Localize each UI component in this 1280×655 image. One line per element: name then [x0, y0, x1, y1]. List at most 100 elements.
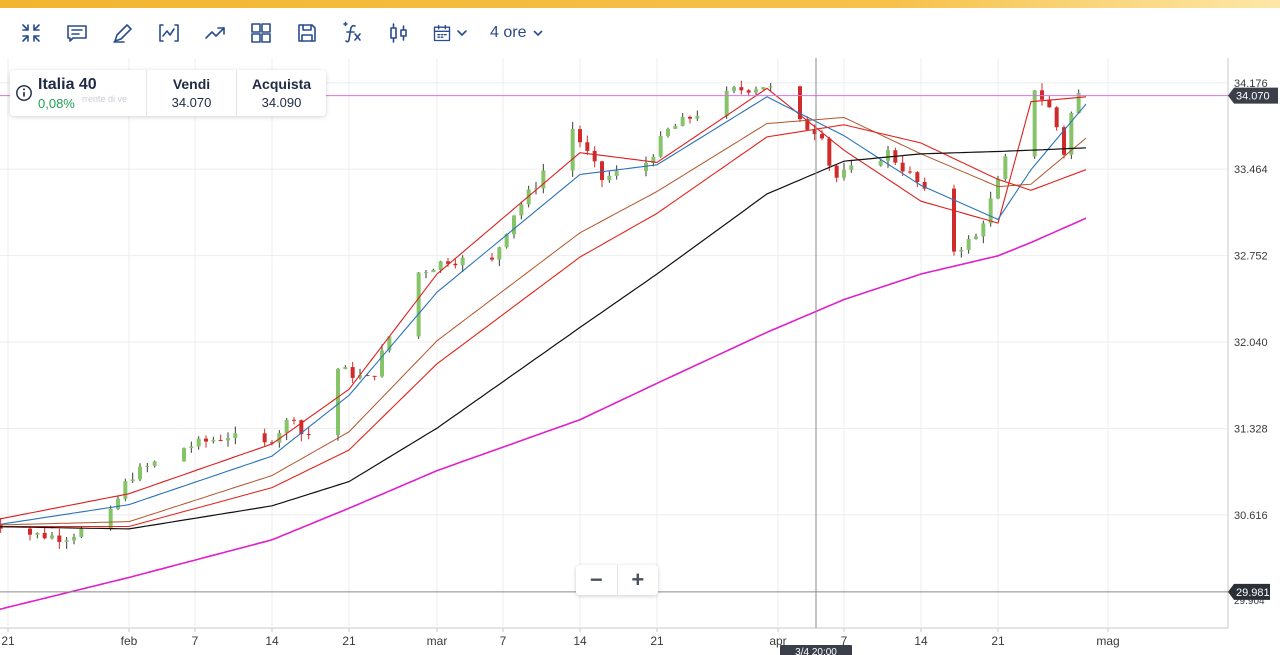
- trend-button[interactable]: [198, 16, 232, 50]
- ma-fast-line: [0, 87, 1087, 520]
- candle-body-up: [64, 540, 69, 542]
- candle-body-up: [842, 169, 846, 178]
- x-tick-label: 7: [500, 634, 507, 648]
- candle-body-up: [512, 215, 516, 235]
- candle-body-up: [182, 448, 186, 462]
- zoom-control: − +: [576, 565, 658, 595]
- candle-body-up: [116, 498, 120, 509]
- draw-button[interactable]: [106, 16, 140, 50]
- candle-body-up: [72, 536, 76, 541]
- buy-button[interactable]: Acquista 34.090: [237, 70, 326, 116]
- candle-body-down: [292, 419, 296, 421]
- candle-body-up: [387, 336, 392, 351]
- candle-body-up: [849, 165, 854, 170]
- function-button[interactable]: [336, 16, 370, 50]
- y-tick-label: 34.176: [1234, 78, 1268, 90]
- instrument-name: Italia 40: [38, 76, 97, 93]
- save-button[interactable]: [290, 16, 324, 50]
- candle-body-up: [886, 150, 890, 161]
- info-icon: [16, 85, 32, 101]
- calendar-button[interactable]: [428, 16, 472, 50]
- candle-body-up: [673, 126, 678, 129]
- indicator-button[interactable]: [152, 16, 186, 50]
- candle-body-up: [974, 236, 978, 240]
- candle-body-down: [1062, 127, 1066, 155]
- x-tick-label: 21: [342, 634, 356, 648]
- candle-body-up: [497, 247, 502, 260]
- candle-body-down: [600, 161, 604, 181]
- candle-body-up: [284, 419, 289, 434]
- price-chart[interactable]: 34.07034.17633.46432.75232.04031.32830.6…: [0, 58, 1280, 655]
- candle-body-up: [966, 239, 971, 250]
- interval-select[interactable]: 4 ore: [490, 24, 544, 42]
- crosshair-time-tag: [780, 645, 852, 655]
- candle-body-up: [695, 115, 700, 119]
- candle-type-icon: [390, 23, 407, 43]
- candle-body-up: [1032, 90, 1037, 157]
- chevron-down-icon: [457, 30, 467, 36]
- ghost-text: rrente di ve: [82, 94, 128, 104]
- x-tick-label: 21: [1, 634, 15, 648]
- function-icon: [343, 21, 361, 43]
- layout-button[interactable]: [244, 16, 278, 50]
- candle-body-up: [761, 87, 766, 90]
- candle-body-up: [644, 162, 648, 171]
- candle-body-up: [380, 350, 384, 377]
- candle-body-down: [1047, 99, 1052, 108]
- candle-body-up: [189, 446, 194, 449]
- candle-body-down: [262, 433, 267, 443]
- zoom-out-button[interactable]: −: [576, 565, 618, 595]
- candle-body-up: [614, 170, 619, 176]
- candle-body-down: [350, 367, 355, 378]
- candle-body-up: [196, 438, 201, 447]
- candle-body-down: [900, 162, 905, 172]
- candle-body-up: [534, 188, 538, 190]
- candle-body-up: [50, 535, 54, 539]
- candle-body-up: [424, 272, 428, 274]
- candle-body-up: [680, 116, 685, 127]
- candle-body-down: [490, 257, 494, 260]
- candle-body-down: [820, 134, 824, 139]
- candle-body-up: [108, 508, 113, 529]
- price-change: 0,08%: [38, 96, 75, 111]
- candle-body-up: [724, 90, 729, 116]
- candle-body-up: [1003, 156, 1008, 180]
- candle-body-up: [431, 269, 436, 273]
- current-price-label: 34.070: [1236, 91, 1270, 103]
- chart-area[interactable]: 34.070 34.176 33.464 32.752 32.040 31.328 30.6…: [0, 58, 1280, 655]
- candle-body-up: [211, 440, 216, 442]
- x-tick-label: 7: [841, 634, 848, 648]
- candle-body-down: [915, 172, 920, 182]
- pencil-draw-icon: [113, 24, 132, 43]
- candle-body-down: [299, 420, 304, 435]
- candle-body-up: [1069, 113, 1074, 155]
- candle-body-down: [1054, 107, 1059, 128]
- candle-body-down: [270, 442, 274, 444]
- top-accent-bar: [0, 0, 1280, 8]
- x-tick-label: 21: [991, 634, 1005, 648]
- x-tick-label: 14: [265, 634, 279, 648]
- info-button[interactable]: [10, 70, 38, 116]
- y-tick-label-hidden: 29.904: [1234, 596, 1265, 607]
- candle-body-down: [834, 165, 839, 178]
- candle-body-up: [570, 129, 575, 171]
- candle-body-up: [1076, 93, 1081, 114]
- layout-grid-icon: [251, 23, 271, 43]
- candle-type-button[interactable]: [382, 16, 416, 50]
- collapse-button[interactable]: [14, 16, 48, 50]
- calendar-icon: [433, 24, 451, 42]
- candle-body-up: [35, 532, 40, 535]
- candle-body-down: [218, 440, 223, 442]
- candle-body-up: [79, 528, 84, 537]
- sell-button[interactable]: Vendi 34.070: [147, 70, 237, 116]
- candle-body-up: [607, 175, 612, 181]
- ma-black-line: [0, 147, 1087, 530]
- candle-body-up: [754, 89, 758, 93]
- news-button[interactable]: [60, 16, 94, 50]
- candle-body-up: [996, 179, 1000, 199]
- candle-body-up: [732, 87, 736, 91]
- candle-body-up: [981, 223, 986, 237]
- x-tick-label: 14: [914, 634, 928, 648]
- zoom-in-button[interactable]: +: [631, 567, 645, 592]
- ma-blue-line: [0, 96, 1087, 525]
